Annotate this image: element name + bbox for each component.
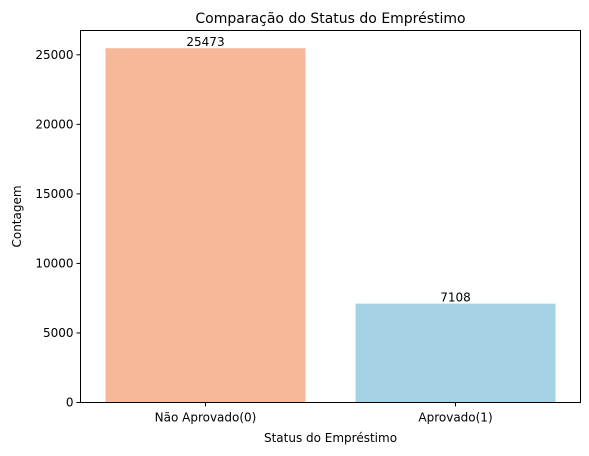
x-axis-label: Status do Empréstimo	[264, 431, 397, 445]
bar	[355, 303, 556, 403]
chart-title: Comparação do Status do Empréstimo	[195, 11, 465, 27]
plot-frame	[80, 30, 581, 403]
y-tick-label: 25000	[35, 48, 73, 62]
bar-value-label: 7108	[440, 291, 471, 305]
y-tick-label: 10000	[35, 256, 73, 270]
y-axis-label: Contagem	[10, 185, 24, 247]
y-tick-label: 0	[66, 396, 74, 410]
y-tick-label: 20000	[35, 117, 73, 131]
y-tick-label: 15000	[35, 187, 73, 201]
x-tick-label: Não Aprovado(0)	[155, 411, 257, 425]
y-tick-label: 5000	[43, 326, 74, 340]
x-tick-label: Aprovado(1)	[418, 411, 492, 425]
plot-area: 0 5000 10000 15000 20000 25000 25473 Não Aprova…	[35, 35, 556, 425]
bar-value-label: 25473	[186, 35, 224, 49]
bar	[105, 48, 306, 403]
